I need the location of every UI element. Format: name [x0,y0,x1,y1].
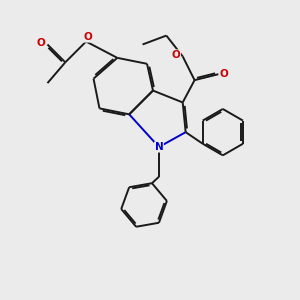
Text: O: O [220,69,229,79]
Text: O: O [172,50,181,60]
Text: O: O [37,38,45,48]
Text: N: N [154,142,163,152]
Text: O: O [83,32,92,42]
